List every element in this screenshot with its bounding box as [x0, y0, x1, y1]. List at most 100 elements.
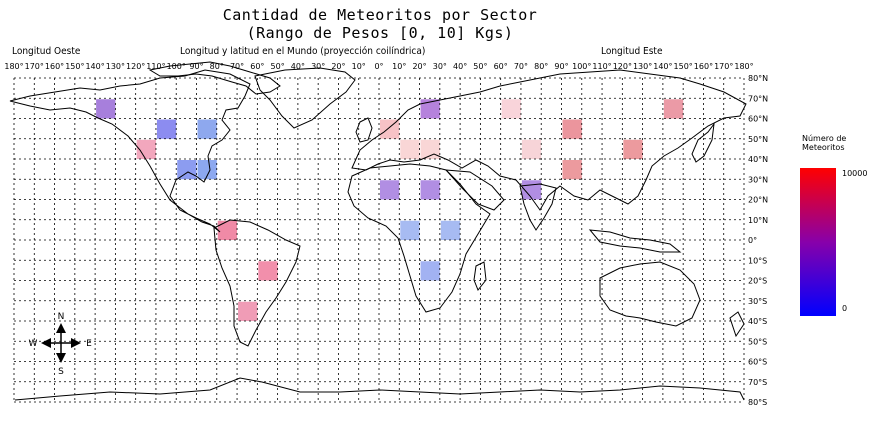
latitude-tick-label: 50°S [748, 337, 767, 346]
longitude-tick-label: 120° [126, 62, 145, 71]
longitude-tick-label: 90° [189, 62, 203, 71]
longitude-tick-label: 70° [514, 62, 528, 71]
longitude-tick-label: 140° [85, 62, 104, 71]
sector-cell [420, 99, 440, 119]
antarctica-outline [14, 377, 745, 401]
longitude-tick-label: 110° [592, 62, 611, 71]
latitude-tick-label: 50°N [748, 135, 768, 144]
continent-outlines [9, 61, 747, 401]
compass-east-arrow [71, 338, 81, 348]
latitude-tick-label: 40°N [748, 155, 768, 164]
sector-cell [197, 119, 217, 139]
japan-outline [691, 122, 715, 163]
longitude-tick-label: 50° [473, 62, 487, 71]
longitude-tick-label: 10° [352, 62, 366, 71]
map-subtitle: (Rango de Pesos [0, 10] Kgs) [246, 24, 514, 42]
longitude-tick-label: 40° [453, 62, 467, 71]
longitude-tick-label: 130° [633, 62, 652, 71]
sector-cell [156, 119, 177, 139]
longitude-tick-label: 170° [714, 62, 733, 71]
arctic-islands-outline [148, 61, 281, 95]
longitude-tick-label: 100° [572, 62, 591, 71]
west-longitude-label: Longitud Oeste [12, 46, 81, 57]
sector-cell [400, 220, 420, 240]
sector-cell [380, 180, 400, 200]
sector-cell [238, 301, 258, 321]
latitude-tick-label: 40°S [748, 317, 767, 326]
longitude-tick-label: 80° [210, 62, 224, 71]
british-isles-outline [355, 117, 373, 143]
latitude-tick-label: 60°N [748, 115, 768, 124]
sector-cell [501, 99, 521, 119]
longitude-tick-label: 20° [412, 62, 426, 71]
indonesia-outline [588, 229, 682, 253]
longitude-tick-label: 180° [734, 62, 753, 71]
latitude-tick-label: 80°S [748, 398, 767, 407]
sector-cells [96, 99, 684, 321]
sector-cell [562, 119, 582, 139]
sector-cell [96, 99, 116, 119]
sector-cell [217, 220, 238, 240]
sector-cell [380, 119, 400, 139]
longitude-tick-label: 70° [230, 62, 244, 71]
compass-s-label: S [58, 367, 64, 377]
longitude-tick-label: 50° [271, 62, 285, 71]
longitude-tick-label: 150° [65, 62, 84, 71]
longitude-tick-label: 170° [25, 62, 44, 71]
sector-cell [420, 180, 440, 200]
longitude-tick-label: 10° [392, 62, 406, 71]
latitude-tick-label: 20°N [748, 196, 768, 205]
longitude-tick-label: 130° [106, 62, 125, 71]
compass-west-arrow [41, 338, 51, 348]
compass-n-label: N [58, 312, 65, 322]
compass-north-arrow [56, 323, 66, 333]
legend-title-line1: Número de [802, 134, 847, 143]
longitude-tick-label: 110° [146, 62, 165, 71]
longitude-tick-label: 80° [534, 62, 548, 71]
south-america-outline [213, 219, 301, 347]
longitude-tick-label: 160° [45, 62, 64, 71]
longitude-tick-label: 150° [674, 62, 693, 71]
sector-cell [177, 160, 197, 180]
legend-color-bar [800, 168, 836, 316]
sector-cell [521, 139, 542, 159]
north-america-outline [9, 69, 251, 233]
longitude-tick-label: 30° [311, 62, 325, 71]
sector-cell [420, 261, 440, 281]
east-longitude-label: Longitud Este [601, 46, 663, 57]
australia-outline [599, 261, 701, 327]
greenland-outline [254, 67, 356, 129]
sector-cell [136, 139, 156, 159]
world-projection-label: Longitud y latitud en el Mundo (proyecci… [180, 46, 426, 57]
eurasia-outline [351, 69, 747, 211]
compass-w-label: W [29, 339, 38, 349]
legend-max-label: 10000 [842, 169, 868, 178]
lat-lon-grid [13, 77, 745, 403]
latitude-tick-label: 10°S [748, 256, 767, 265]
longitude-tick-label: 100° [167, 62, 186, 71]
longitude-tick-label: 180° [4, 62, 23, 71]
legend-title-line2: Meteoritos [802, 143, 845, 152]
compass-south-arrow [56, 353, 66, 363]
africa-outline [347, 163, 491, 313]
sector-cell [440, 220, 461, 240]
latitude-tick-label: 30°N [748, 175, 768, 184]
sector-cell [258, 261, 278, 281]
longitude-tick-label: 60° [250, 62, 264, 71]
longitude-tick-label: 30° [433, 62, 447, 71]
longitude-tick-labels: 180° 170° 160° 150° 140° 130° 120° 110° 100° 90° 8… [4, 62, 753, 71]
sector-cell [400, 139, 420, 159]
latitude-tick-label: 30°S [748, 297, 767, 306]
latitude-tick-label: 80°N [748, 74, 768, 83]
longitude-tick-label: 0° [374, 62, 383, 71]
arabia-outline [444, 169, 505, 211]
sector-cell [197, 160, 217, 180]
compass-rose: N S W E [29, 312, 93, 377]
longitude-tick-label: 140° [653, 62, 672, 71]
latitude-tick-label: 70°S [748, 378, 767, 387]
latitude-tick-labels: 80°N 70°N 60°N 50°N 40°N 30°N 20°N 10°N 0° 10°S 20… [748, 74, 768, 407]
longitude-tick-label: 160° [694, 62, 713, 71]
compass-e-label: E [86, 339, 92, 349]
